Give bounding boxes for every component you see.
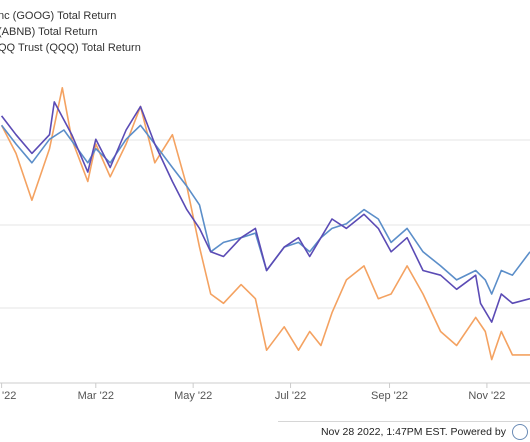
series-line-0 — [0, 101, 530, 323]
x-tick-label: May '22 — [174, 390, 212, 402]
footer-attribution: Nov 28 2022, 1:47PM EST. Powered by — [278, 421, 530, 442]
series-line-1 — [0, 87, 530, 361]
legend-item: nc (GOOG) Total Return — [0, 10, 117, 22]
ycharts-logo-icon[interactable] — [512, 424, 528, 440]
legend: nc (GOOG) Total Return (ABNB) Total Retur… — [0, 8, 141, 56]
x-tick-label: Jul '22 — [275, 390, 306, 402]
legend-item: (ABNB) Total Return — [0, 26, 98, 38]
x-axis: '22 Mar '22 May '22 Jul '22 Sep '22 Nov '22 — [0, 382, 530, 402]
legend-item: QQ Trust (QQQ) Total Return — [0, 42, 141, 54]
gridlines — [0, 139, 530, 309]
x-tick-label: Mar '22 — [78, 390, 114, 402]
x-tick-label: Nov '22 — [468, 390, 505, 402]
footer-timestamp-text: Nov 28 2022, 1:47PM EST. Powered by — [320, 426, 506, 438]
series-layer — [0, 87, 530, 361]
x-tick-label: '22 — [2, 390, 16, 402]
line-chart: '22 Mar '22 May '22 Jul '22 Sep '22 Nov '22 — [0, 87, 530, 402]
x-tick-label: Sep '22 — [371, 390, 408, 402]
